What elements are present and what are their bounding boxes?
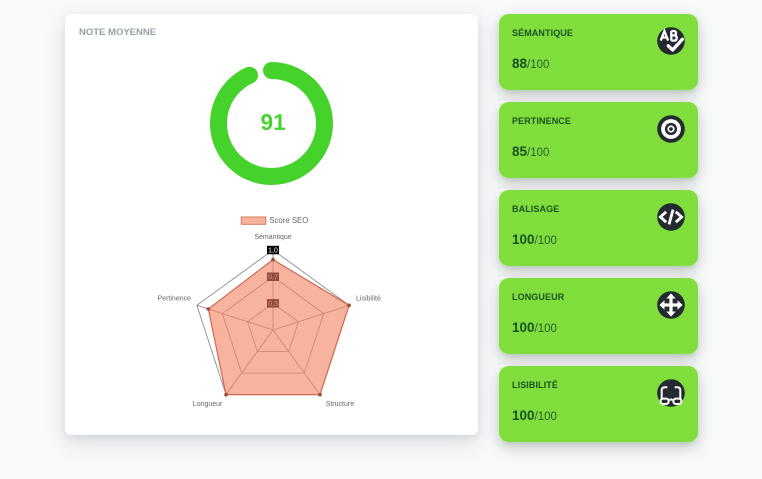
- svg-text:Structure: Structure: [326, 401, 355, 408]
- svg-text:Score SEO: Score SEO: [269, 216, 308, 225]
- svg-text:Lisibilité: Lisibilité: [356, 296, 381, 303]
- svg-text:Sémantique: Sémantique: [254, 234, 291, 241]
- svg-text:Longueur: Longueur: [193, 401, 223, 408]
- svg-text:Pertinence: Pertinence: [158, 296, 192, 303]
